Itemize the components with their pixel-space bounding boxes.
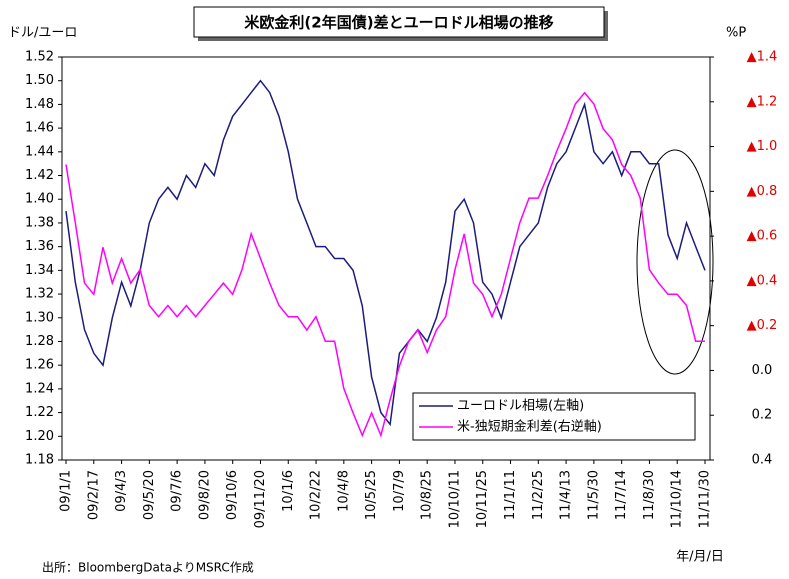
y-tick-label: 1.42 [25, 168, 54, 183]
y-tick-label: 1.48 [25, 97, 54, 112]
y2-tick-label: 0.4 [752, 453, 773, 468]
y2-tick-label: ▲0.2 [747, 318, 778, 333]
y-tick-label: 1.28 [25, 334, 54, 349]
y-tick-label: 1.20 [25, 429, 54, 444]
y2-tick-label: ▲1.4 [747, 50, 778, 65]
x-tick-label: 10/7/9 [392, 470, 407, 512]
y-tick-label: 1.24 [25, 381, 54, 396]
y-tick-label: 1.36 [25, 239, 54, 254]
y-axis-label: ドル/ユーロ [8, 26, 77, 41]
y2-tick-label: 0.0 [752, 363, 773, 378]
highlight-ellipse [636, 149, 714, 375]
y2-tick-label: ▲0.8 [747, 184, 778, 199]
x-tick-label: 09/7/6 [170, 470, 185, 512]
y2-tick-label: 0.2 [752, 408, 773, 423]
y-tick-label: 1.44 [25, 144, 54, 159]
y-tick-label: 1.18 [25, 453, 54, 468]
x-tick-label: 09/5/20 [142, 470, 157, 520]
x-tick-label: 10/8/25 [420, 470, 435, 520]
x-tick-label: 09/8/20 [197, 470, 212, 520]
x-tick-label: 11/11/30 [698, 470, 713, 528]
y2-tick-label: ▲0.6 [747, 229, 778, 244]
x-tick-label: 10/5/25 [364, 470, 379, 520]
x-tick-label: 09/2/17 [86, 470, 101, 520]
x-tick-label: 10/1/6 [281, 470, 296, 512]
x-tick-label: 10/4/8 [336, 470, 351, 512]
x-tick-label: 11/5/30 [586, 470, 601, 520]
legend-label: 米-独短期金利差(右逆軸) [457, 419, 602, 435]
y2-tick-label: ▲1.2 [747, 94, 778, 109]
series-line [65, 79, 706, 427]
x-tick-label: 11/2/25 [531, 470, 546, 520]
y-tick-label: 1.38 [25, 215, 54, 230]
y-tick-label: 1.30 [25, 310, 54, 325]
legend-label: ユーロドル相場(左軸) [457, 399, 584, 414]
x-tick-label: 11/8/30 [642, 470, 657, 520]
series-line [65, 91, 705, 438]
y-tick-label: 1.52 [25, 50, 54, 65]
legend-box [412, 392, 696, 441]
y-tick-label: 1.50 [25, 73, 54, 88]
y2-axis-label: %P [726, 26, 746, 41]
x-tick-label: 10/11/25 [475, 470, 490, 528]
x-tick-label: 10/2/22 [309, 470, 324, 520]
y2-tick-label: ▲1.0 [747, 139, 778, 154]
y-tick-label: 1.46 [25, 121, 54, 136]
x-tick-label: 09/11/20 [253, 470, 268, 528]
y2-tick-label: ▲0.4 [747, 273, 778, 288]
x-tick-label: 09/4/3 [114, 470, 129, 512]
x-tick-label: 10/10/11 [447, 470, 462, 528]
y-tick-label: 1.22 [25, 405, 54, 420]
plot-frame [61, 56, 711, 461]
x-tick-label: 11/7/14 [614, 470, 629, 520]
y-tick-label: 1.34 [25, 263, 54, 278]
y-tick-label: 1.40 [25, 192, 54, 207]
x-tick-label: 09/10/6 [225, 470, 240, 520]
x-tick-label: 11/1/11 [503, 470, 518, 520]
x-tick-label: 11/10/14 [670, 470, 685, 528]
x-axis-label: 年/月/日 [676, 550, 724, 565]
y-tick-label: 1.26 [25, 358, 54, 373]
chart-title: 米欧金利(2年国債)差とユーロドル相場の推移 [244, 14, 553, 32]
title-box [193, 6, 605, 38]
source-note: 出所：BloombergDataよりMSRC作成 [42, 561, 254, 575]
y-tick-label: 1.32 [25, 287, 54, 302]
x-tick-label: 09/1/1 [59, 470, 74, 512]
x-tick-label: 11/4/13 [559, 470, 574, 520]
